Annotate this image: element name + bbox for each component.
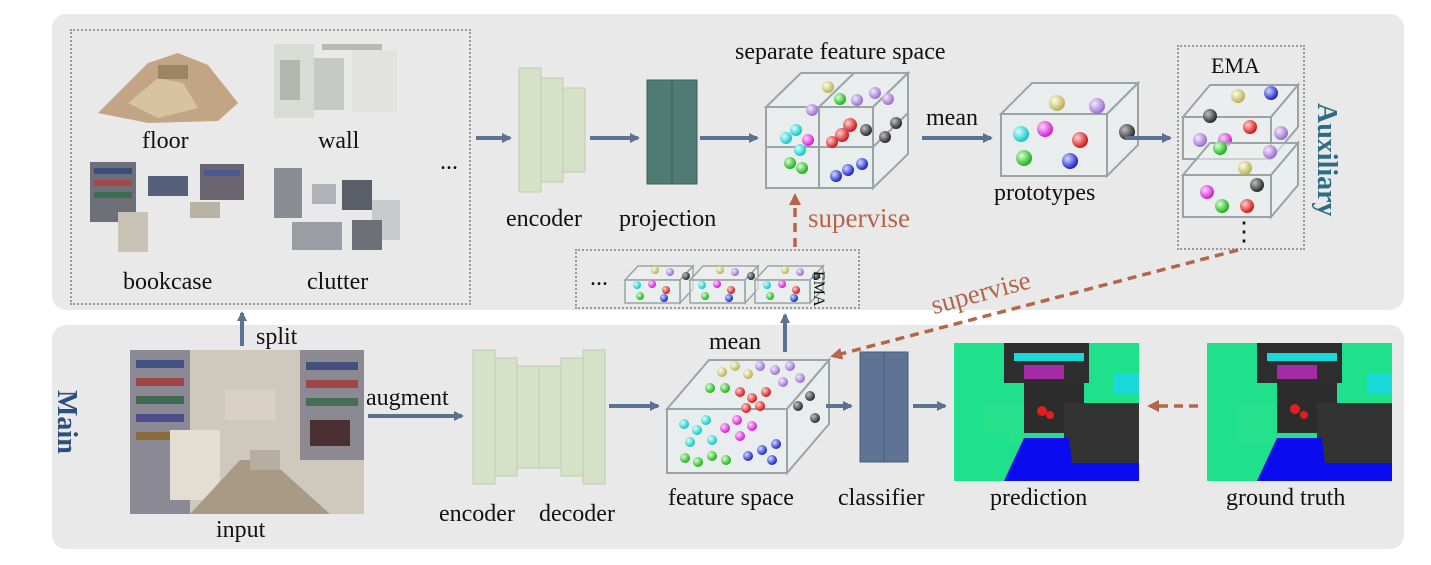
split-label: split <box>256 324 298 350</box>
main-side-label: Main <box>51 390 82 454</box>
projection-label: projection <box>619 206 717 232</box>
ema-row-label: EMA <box>810 271 827 307</box>
classifier-label: classifier <box>838 485 925 511</box>
feature-space-label: feature space <box>668 485 794 511</box>
auxiliary-side-label: Auxiliary <box>1311 103 1342 217</box>
prediction-label: prediction <box>990 485 1088 511</box>
separate-space-label: separate feature space <box>735 39 946 65</box>
class-label-floor: floor <box>142 128 189 154</box>
aux-encoder <box>518 67 586 193</box>
input-label: input <box>216 517 266 543</box>
prototypes-label: prototypes <box>994 180 1096 206</box>
main-mean-label: mean <box>709 329 761 355</box>
supervise-arrows <box>789 193 1239 412</box>
aux-supervise-label: supervise <box>808 203 910 233</box>
prototype-spheres <box>1013 95 1135 169</box>
prediction-image <box>954 343 1139 481</box>
ema-row-ellipsis: ... <box>590 265 608 291</box>
aux-mean-label: mean <box>926 105 978 131</box>
feature-space-cube <box>664 357 832 476</box>
main-decoder-label: decoder <box>539 501 615 527</box>
ema-vertical-ellipsis: ⋮ <box>1231 217 1257 246</box>
floor-thumbnail <box>88 43 246 125</box>
main-encoder-label: encoder <box>439 501 515 527</box>
augment-label: augment <box>366 385 449 411</box>
class-label-wall: wall <box>318 128 360 154</box>
separate-feature-space-cube <box>763 70 911 191</box>
wall-thumbnail <box>272 40 402 122</box>
ema-label: EMA <box>1211 53 1260 78</box>
aux-projection <box>646 79 698 185</box>
separate-space-spheres <box>780 81 902 182</box>
flow-arrows <box>237 133 1172 421</box>
ground-truth-label: ground truth <box>1226 485 1346 511</box>
ground-truth-image <box>1207 343 1392 481</box>
bookcase-thumbnail <box>88 160 246 256</box>
aux-encoder-label: encoder <box>506 206 582 232</box>
class-label-bookcase: bookcase <box>123 269 213 295</box>
class-ellipsis: ... <box>440 149 458 175</box>
ema-row-box <box>575 249 860 309</box>
ema-stack-box <box>1177 45 1305 250</box>
classifier-block <box>859 351 909 463</box>
feature-space-spheres <box>679 361 820 467</box>
class-split-box <box>70 29 471 305</box>
clutter-thumbnail <box>272 160 402 256</box>
main-encoder-decoder <box>472 349 606 485</box>
prototypes-cube <box>998 80 1141 179</box>
input-image <box>130 350 364 514</box>
class-label-clutter: clutter <box>307 269 369 295</box>
